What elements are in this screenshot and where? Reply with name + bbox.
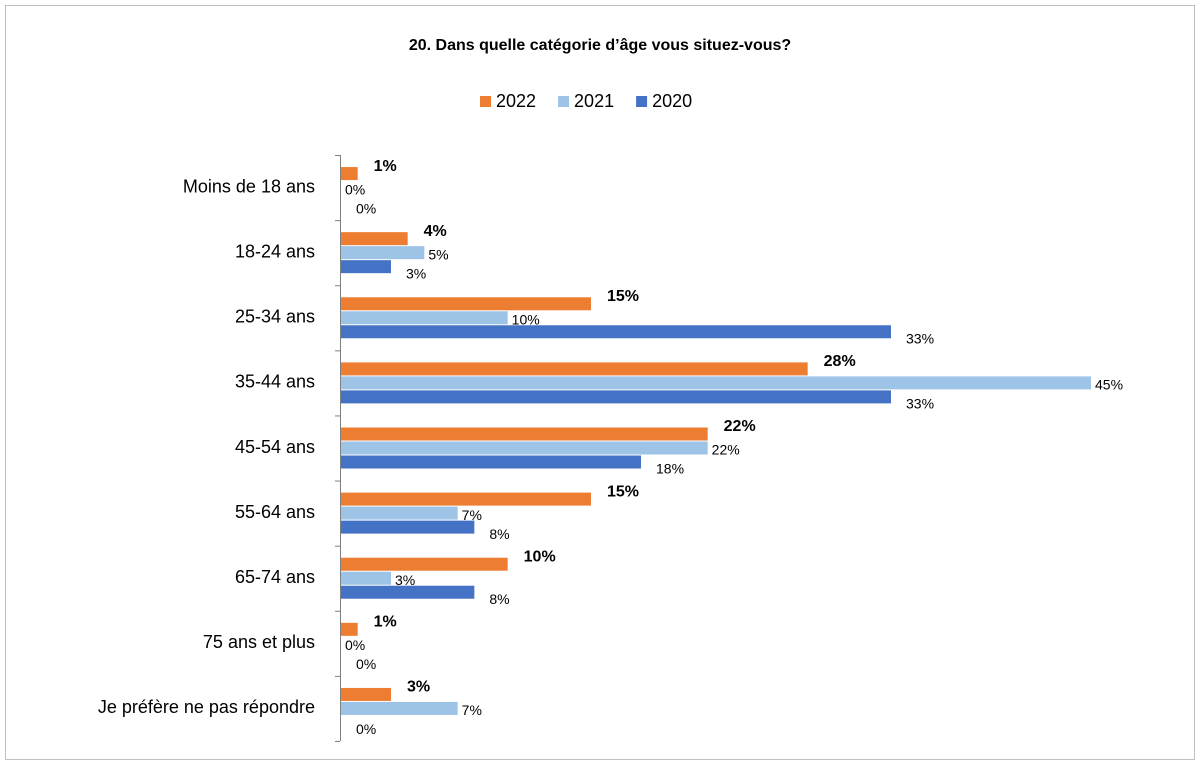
data-label: 3%	[395, 572, 415, 588]
data-label: 3%	[406, 265, 426, 281]
data-label: 0%	[356, 656, 376, 672]
category-label: 35-44 ans	[235, 372, 315, 392]
data-label: 1%	[374, 614, 397, 631]
data-label: 0%	[345, 181, 365, 197]
legend-label: 2022	[496, 91, 536, 111]
category-label: Je préfère ne pas répondre	[98, 697, 315, 717]
category-label: 55-64 ans	[235, 502, 315, 522]
category-label: 25-34 ans	[235, 307, 315, 327]
data-label: 18%	[656, 461, 684, 477]
bar	[341, 246, 425, 260]
bar	[341, 297, 591, 311]
bar	[341, 167, 358, 181]
data-label: 7%	[462, 507, 482, 523]
chart-title: 20. Dans quelle catégorie d’âge vous sit…	[409, 37, 791, 54]
bar	[341, 557, 508, 571]
data-label: 22%	[724, 418, 756, 435]
bar	[341, 376, 1091, 390]
data-label: 22%	[712, 442, 740, 458]
bar	[341, 585, 475, 599]
data-label: 15%	[607, 288, 639, 305]
legend-swatch	[636, 96, 648, 107]
bar	[341, 687, 391, 701]
data-label: 45%	[1095, 377, 1123, 393]
data-label: 10%	[524, 548, 556, 565]
bar	[341, 260, 391, 274]
data-label: 28%	[824, 353, 856, 370]
legend-swatch	[558, 96, 570, 107]
category-label: Moins de 18 ans	[183, 176, 315, 196]
data-label: 8%	[489, 591, 509, 607]
legend-swatch	[480, 96, 491, 107]
category-label: 65-74 ans	[235, 567, 315, 587]
bar	[341, 362, 808, 376]
category-label: 45-54 ans	[235, 437, 315, 457]
data-label: 33%	[906, 330, 934, 346]
bar	[341, 492, 591, 506]
bar	[341, 701, 458, 715]
legend-label: 2021	[574, 91, 614, 111]
bar	[341, 441, 708, 455]
bar	[341, 455, 641, 469]
data-label: 0%	[356, 721, 376, 737]
category-label: 75 ans et plus	[203, 632, 315, 652]
bar	[341, 571, 391, 585]
bar	[341, 232, 408, 246]
data-label: 1%	[374, 158, 397, 175]
data-label: 4%	[424, 223, 447, 240]
legend-label: 2020	[652, 91, 692, 111]
data-label: 0%	[345, 637, 365, 653]
bar	[341, 520, 475, 534]
data-label: 5%	[428, 246, 448, 262]
data-label: 10%	[512, 311, 540, 327]
data-label: 3%	[407, 679, 430, 696]
bar	[341, 311, 508, 325]
data-label: 0%	[356, 200, 376, 216]
data-label: 7%	[462, 702, 482, 718]
data-label: 15%	[607, 483, 639, 500]
data-label: 8%	[489, 526, 509, 542]
bar	[341, 427, 708, 441]
bar	[341, 325, 891, 339]
bar	[341, 506, 458, 520]
bar	[341, 622, 358, 636]
bar	[341, 390, 891, 404]
data-label: 33%	[906, 396, 934, 412]
category-label: 18-24 ans	[235, 241, 315, 261]
